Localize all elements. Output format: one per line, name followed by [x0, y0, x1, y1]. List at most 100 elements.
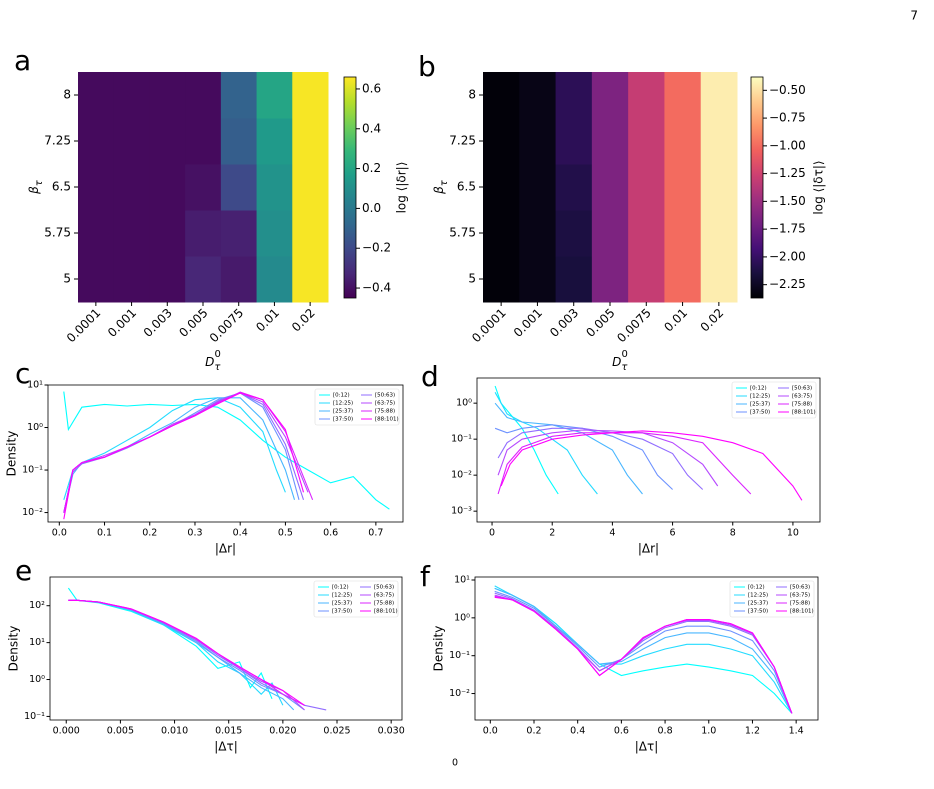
heatmap-cell	[113, 256, 150, 303]
legend-label: [25:37)	[333, 409, 353, 415]
legend-label: [37:50)	[333, 417, 353, 423]
colorbar-tick-label: −0.2	[362, 241, 391, 255]
heatmap-cell	[78, 256, 115, 303]
x-tick-label: 0.5	[278, 528, 293, 539]
label-sup: 0	[621, 349, 627, 360]
heatmap-cell	[220, 210, 258, 257]
series-line	[67, 587, 273, 700]
heatmap-cell	[519, 256, 557, 303]
heatmap-cell	[256, 72, 293, 119]
legend-label: [25:37)	[750, 402, 770, 408]
legend-label: [88:101)	[790, 609, 814, 615]
heatmap-cell	[220, 72, 258, 119]
heatmap-cell	[78, 72, 115, 119]
x-tick-label: 0.0	[483, 726, 498, 737]
heatmap-cell	[664, 256, 702, 303]
ylabel: βτ	[27, 179, 46, 195]
series-line	[68, 599, 305, 711]
heatmap-cell	[555, 256, 593, 303]
legend-label: [12:25)	[333, 401, 353, 407]
x-tick-label: 0.0075	[207, 306, 247, 346]
heatmap-cell	[483, 72, 520, 119]
colorbar-tick-label: −2.25	[769, 277, 806, 291]
colorbar-tick-label: −1.25	[769, 166, 806, 180]
legend-label: [25:37)	[748, 601, 768, 607]
y-tick-label: 10⁻¹	[451, 434, 472, 445]
x-tick-label: 0.005	[107, 726, 134, 737]
x-tick-label: 0.02	[289, 306, 318, 335]
heatmap-cell	[113, 72, 150, 119]
series-line	[63, 397, 286, 500]
series-line	[494, 587, 793, 714]
x-tick-label: 2	[549, 528, 555, 539]
heatmap-cell	[591, 164, 629, 211]
label-base: D	[205, 355, 214, 369]
legend-label: [63:75)	[374, 593, 394, 599]
heatmap-cell	[555, 72, 593, 119]
x-tick-label: 0.6	[614, 726, 629, 737]
heatmap-cell	[220, 118, 258, 165]
series-line	[63, 392, 305, 520]
x-tick-label: 0.020	[269, 726, 296, 737]
label-sub: τ	[439, 179, 450, 186]
legend-label: [50:63)	[374, 585, 394, 591]
legend-label: [75:88)	[792, 402, 812, 408]
heatmap-cell	[664, 210, 702, 257]
legend-box	[729, 580, 815, 618]
colorbar-tick-label: −1.75	[769, 222, 806, 236]
y-tick-label: 10⁻²	[451, 470, 472, 481]
heatmap-cell	[628, 118, 665, 165]
y-tick-label: 10¹	[29, 637, 45, 648]
axes-frame	[49, 576, 403, 721]
heatmap-cell	[149, 118, 186, 165]
legend-label: [12:25)	[332, 593, 352, 599]
heatmap-cell	[664, 164, 702, 211]
x-tick-label: 0.4	[233, 528, 248, 539]
ylabel: βτ	[432, 179, 451, 195]
heatmap-cell	[292, 72, 329, 119]
y-tick-label: 10¹	[454, 574, 470, 585]
heatmap-cell	[292, 118, 329, 165]
x-tick-label: 0.4	[570, 726, 585, 737]
x-tick-label: 0.01	[661, 306, 690, 335]
heatmap-cell	[78, 118, 115, 165]
label-sub: τ	[34, 179, 45, 186]
colorbar-tick-label: 0.6	[362, 81, 381, 95]
xlabel: Dτ 0	[205, 349, 221, 373]
heatmap-cell	[185, 72, 222, 119]
colorbar-label: log ⟨|δτ|⟩	[812, 160, 826, 214]
y-tick-label: 10⁻²	[449, 688, 470, 699]
heatmap-cell	[519, 118, 557, 165]
heatmap-cell	[113, 210, 150, 257]
heatmap-cell	[256, 210, 293, 257]
x-tick-label: 0.003	[547, 306, 581, 340]
y-tick-label: 5	[468, 272, 476, 286]
heatmap-cell	[628, 256, 665, 303]
x-tick-label: 0.2	[142, 528, 157, 539]
legend-label: [88:101)	[375, 417, 399, 423]
x-tick-label: 0	[489, 528, 495, 539]
series-line	[68, 599, 305, 711]
colorbar-tick-label: −0.75	[769, 111, 806, 125]
footer-fragment: 0	[452, 758, 458, 769]
legend-label: [88:101)	[374, 609, 398, 615]
x-tick-label: 0.001	[105, 306, 139, 340]
legend-label: [63:75)	[375, 401, 395, 407]
colorbar-tick-label: −0.4	[362, 281, 391, 295]
heatmap-cell	[185, 118, 222, 165]
y-tick-label: 6.5	[52, 180, 71, 194]
x-tick-label: 10	[787, 528, 799, 539]
legend-label: [12:25)	[750, 394, 770, 400]
heatmap-cell	[700, 118, 738, 165]
colorbar-tick-label: 0.0	[362, 201, 381, 215]
heatmap-cell	[256, 118, 293, 165]
series-line	[63, 391, 390, 510]
series-line	[494, 596, 793, 714]
y-tick-label: 8	[468, 88, 476, 102]
legend-label: [75:88)	[375, 409, 395, 415]
heatmap-cell	[591, 256, 629, 303]
legend-label: [37:50)	[750, 410, 770, 416]
x-tick-label: 0.0	[52, 528, 67, 539]
x-tick-label: 1.2	[745, 726, 760, 737]
series-line	[63, 392, 300, 513]
